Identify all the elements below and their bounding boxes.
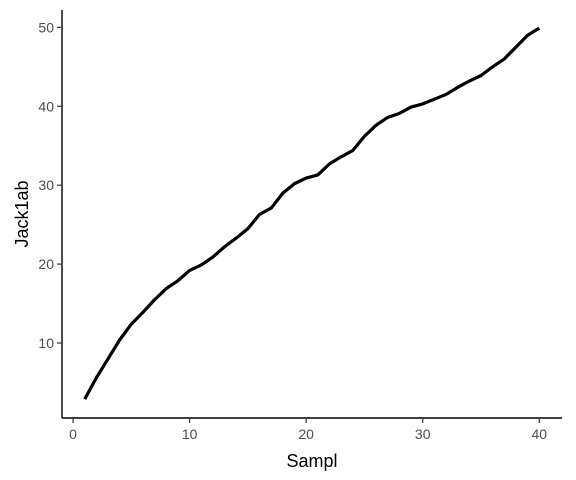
x-tick-label: 10: [182, 426, 198, 442]
x-axis-ticks: 0 10 20 30 40: [69, 418, 547, 442]
x-tick-label: 0: [69, 426, 77, 442]
series-line: [83, 26, 541, 400]
y-tick-label: 20: [38, 256, 54, 272]
x-axis-title: Sampl: [286, 451, 337, 471]
y-tick-label: 30: [38, 177, 54, 193]
series-layer: [83, 26, 541, 400]
y-tick-label: 50: [38, 19, 54, 35]
y-axis-ticks: 10 20 30 40 50: [38, 19, 62, 351]
x-tick-label: 40: [531, 426, 547, 442]
y-axis-title: Jack1ab: [12, 180, 32, 247]
x-tick-label: 20: [298, 426, 314, 442]
x-tick-label: 30: [415, 426, 431, 442]
plot-panel: 10 20 30 40 50 0 10 20 30 40: [38, 10, 562, 442]
y-tick-label: 10: [38, 335, 54, 351]
y-tick-label: 40: [38, 98, 54, 114]
